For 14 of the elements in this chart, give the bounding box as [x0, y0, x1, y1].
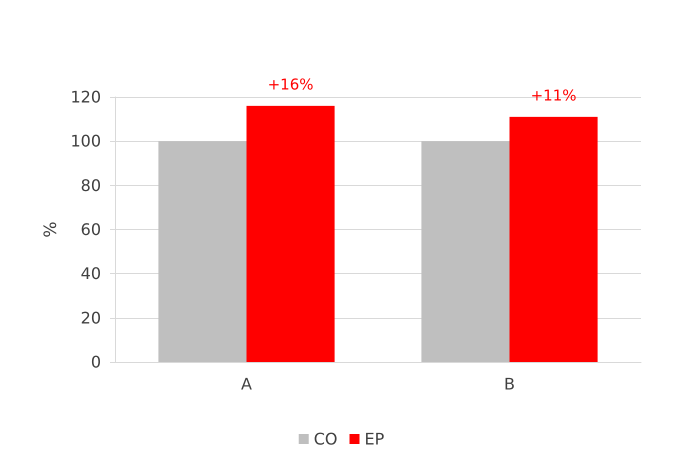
x-tick-label: B	[504, 374, 515, 394]
y-tick-label: 120	[70, 88, 101, 106]
y-axis-title: %	[41, 221, 62, 238]
y-tick-label: 0	[90, 352, 101, 372]
y-tick-label: 80	[80, 176, 101, 195]
y-tick-label: 100	[70, 132, 101, 151]
y-tick-label: 40	[80, 264, 101, 284]
annotation: +11%	[530, 86, 577, 104]
legend-label: EP	[364, 430, 385, 448]
annotation: +16%	[268, 75, 314, 94]
legend-label: CO	[314, 430, 338, 448]
y-tick-label: 20	[80, 308, 101, 328]
x-tick-label: A	[241, 374, 252, 394]
y-tick-label: 60	[80, 220, 101, 239]
